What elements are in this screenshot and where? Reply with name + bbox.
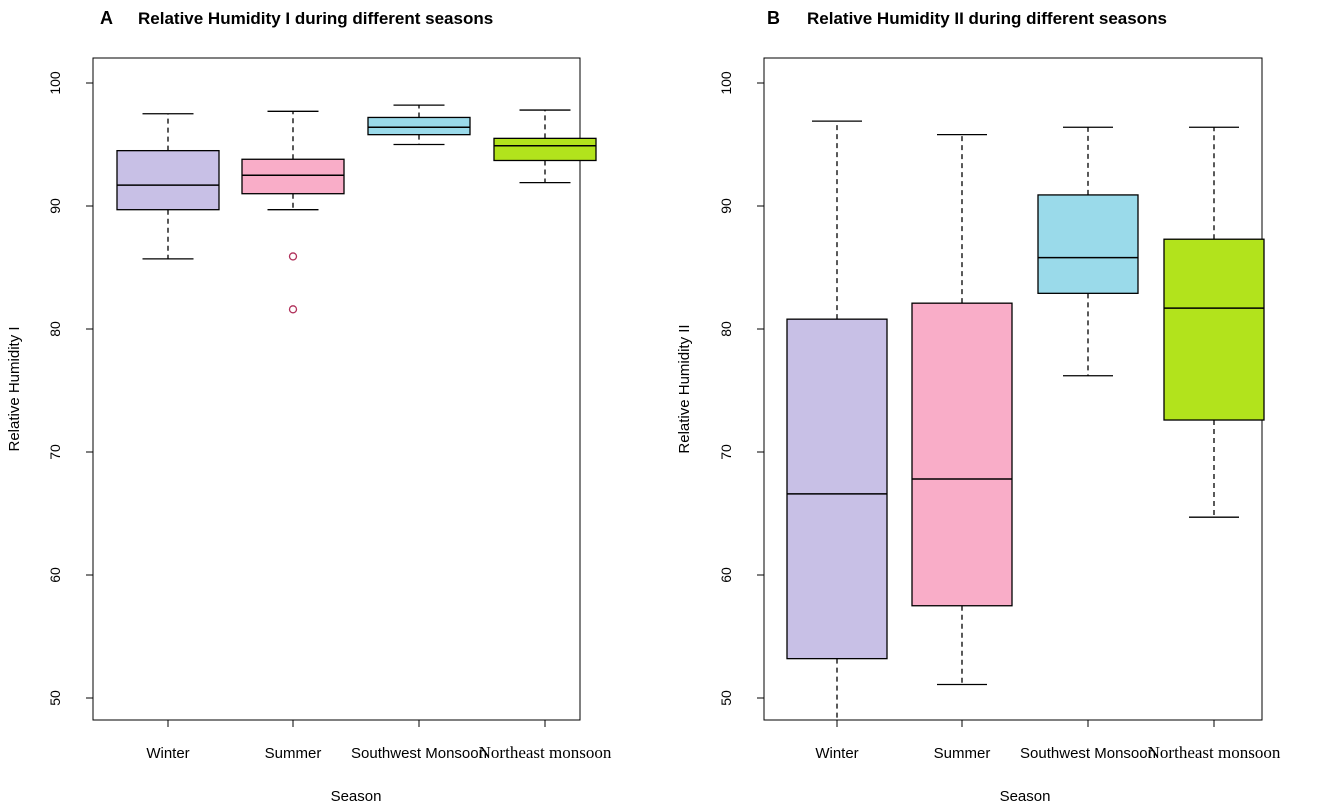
y-tick-label: 100 bbox=[47, 71, 63, 95]
box-iqr bbox=[241, 158, 345, 195]
box-summer bbox=[241, 110, 345, 314]
box-southwest-monsoon bbox=[1037, 126, 1139, 377]
y-tick-label: 80 bbox=[718, 321, 734, 337]
box-series bbox=[116, 104, 597, 314]
y-axis-title: Relative Humidity II bbox=[676, 324, 693, 453]
y-axis-title: Relative Humidity I bbox=[6, 326, 23, 451]
box-iqr bbox=[367, 116, 471, 136]
y-tick-label: 50 bbox=[718, 690, 734, 706]
plot-frame bbox=[92, 57, 581, 721]
x-tick-label: Southwest Monsoon bbox=[351, 745, 487, 762]
y-tick-label: 60 bbox=[718, 567, 734, 583]
x-axis-title: Season bbox=[331, 788, 382, 805]
box-northeast-monsoon bbox=[493, 109, 597, 184]
box-summer bbox=[911, 134, 1013, 686]
y-tick-label: 90 bbox=[718, 198, 734, 214]
box-iqr bbox=[1163, 238, 1265, 421]
panel-b: B Relative Humidity II during different … bbox=[676, 8, 1281, 805]
y-tick-label: 80 bbox=[47, 321, 63, 337]
box-series bbox=[786, 120, 1265, 720]
x-tick-label: Winter bbox=[146, 745, 189, 762]
chart-title: Relative Humidity I during different sea… bbox=[138, 9, 493, 28]
box-iqr bbox=[786, 318, 888, 660]
box-winter bbox=[786, 120, 888, 720]
y-tick-label: 90 bbox=[47, 198, 63, 214]
box-iqr bbox=[116, 149, 220, 211]
panel-letter: B bbox=[767, 8, 780, 28]
x-axis-title: Season bbox=[1000, 788, 1051, 805]
outlier-point bbox=[288, 252, 298, 261]
box-northeast-monsoon bbox=[1163, 126, 1265, 518]
x-tick-label: Summer bbox=[934, 745, 991, 762]
y-tick-label: 70 bbox=[718, 444, 734, 460]
y-tick-label: 60 bbox=[47, 567, 63, 583]
x-tick-label: Northeast monsoon bbox=[479, 743, 612, 762]
chart-title: Relative Humidity II during different se… bbox=[807, 9, 1167, 28]
box-iqr bbox=[911, 302, 1013, 607]
x-tick-label: Summer bbox=[265, 745, 322, 762]
box-winter bbox=[116, 113, 220, 260]
x-tick-label: Winter bbox=[815, 745, 858, 762]
box-iqr bbox=[1037, 194, 1139, 294]
panel-letter: A bbox=[100, 8, 113, 28]
y-tick-label: 100 bbox=[718, 71, 734, 95]
x-tick-label: Northeast monsoon bbox=[1148, 743, 1281, 762]
x-tick-label: Southwest Monsoon bbox=[1020, 745, 1156, 762]
y-tick-label: 70 bbox=[47, 444, 63, 460]
panel-a: A Relative Humidity I during different s… bbox=[6, 8, 612, 805]
y-tick-label: 50 bbox=[47, 690, 63, 706]
y-axis: 50 60 70 80 90 100 bbox=[718, 71, 764, 706]
outlier-point bbox=[288, 305, 298, 314]
box-southwest-monsoon bbox=[367, 104, 471, 146]
y-axis: 50 60 70 80 90 100 bbox=[47, 71, 93, 706]
box-iqr bbox=[493, 137, 597, 162]
